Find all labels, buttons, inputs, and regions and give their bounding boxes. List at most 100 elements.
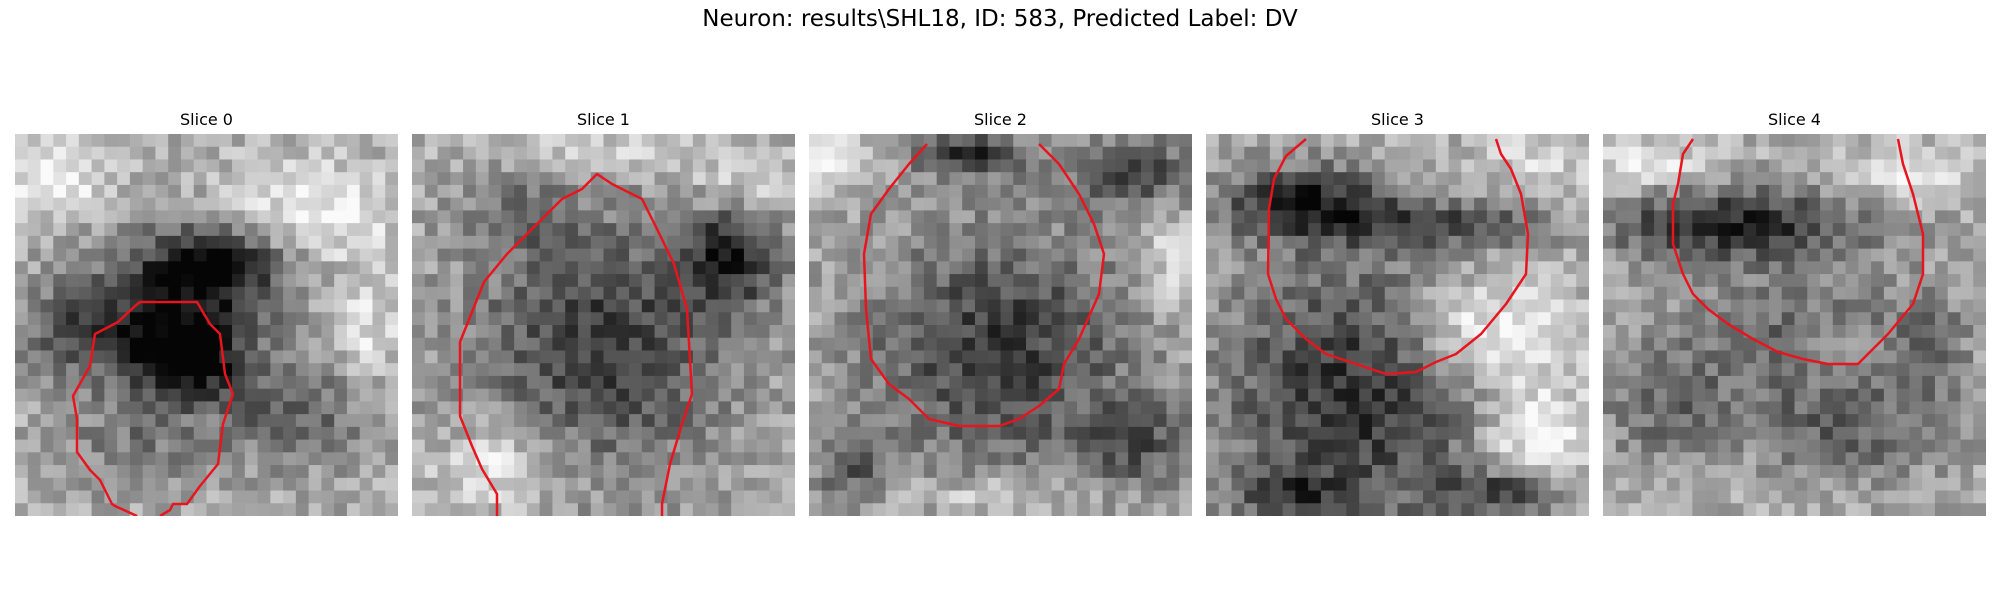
pixel-cell <box>257 426 271 441</box>
pixel-cell <box>1730 452 1745 466</box>
pixel-cell <box>1153 350 1168 364</box>
pixel-cell <box>437 299 451 313</box>
pixel-cell <box>911 274 925 288</box>
pixel-cell <box>1883 299 1898 313</box>
pixel-cell <box>437 134 451 148</box>
pixel-cell <box>219 363 233 377</box>
pixel-cell <box>334 414 348 428</box>
pixel-cell <box>629 286 643 301</box>
pixel-cell <box>577 197 592 211</box>
pixel-cell <box>1537 235 1552 250</box>
pixel-cell <box>603 439 617 453</box>
pixel-cell <box>283 490 297 504</box>
pixel-cell <box>1499 337 1513 352</box>
pixel-cell <box>590 184 605 199</box>
pixel-cell <box>15 210 29 224</box>
pixel-cell <box>1615 401 1630 415</box>
pixel-cell <box>1679 248 1693 262</box>
pixel-cell <box>1525 159 1539 173</box>
pixel-cell <box>1550 414 1565 428</box>
pixel-cell <box>629 465 643 479</box>
pixel-cell <box>834 210 848 224</box>
pixel-cell <box>756 172 771 186</box>
pixel-cell <box>552 274 566 288</box>
pixel-cell <box>1026 312 1040 326</box>
pixel-cell <box>193 210 208 224</box>
pixel-cell <box>809 337 823 352</box>
pixel-cell <box>488 172 502 186</box>
pixel-cell <box>66 299 80 313</box>
pixel-cell <box>232 223 246 237</box>
pixel-cell <box>603 286 617 301</box>
pixel-cell <box>1794 452 1808 466</box>
pixel-cell <box>117 426 131 441</box>
pixel-cell <box>949 363 963 377</box>
pixel-cell <box>577 337 592 352</box>
pixel-cell <box>180 439 195 453</box>
pixel-cell <box>1947 414 1962 428</box>
pixel-cell <box>1038 414 1053 428</box>
pixel-cell <box>629 401 643 415</box>
pixel-cell <box>1320 172 1335 186</box>
pixel-cell <box>1282 490 1296 504</box>
pixel-cell <box>1140 235 1155 250</box>
pixel-cell <box>321 477 335 492</box>
pixel-cell <box>552 261 566 275</box>
pixel-cell <box>1820 184 1834 199</box>
pixel-cell <box>1448 363 1462 377</box>
pixel-cell <box>1666 363 1681 377</box>
pixel-cell <box>1206 197 1220 211</box>
pixel-cell <box>1730 388 1745 402</box>
pixel-cell <box>117 350 131 364</box>
pixel-cell <box>885 452 899 466</box>
pixel-cell <box>501 172 515 186</box>
pixel-cell <box>1896 184 1910 199</box>
pixel-cell <box>1820 375 1834 390</box>
pixel-cell <box>1654 477 1668 492</box>
pixel-cell <box>142 134 157 148</box>
pixel-cell <box>1947 210 1962 224</box>
pixel-cell <box>1499 274 1513 288</box>
pixel-cell <box>1448 235 1462 250</box>
pixel-cell <box>847 261 861 275</box>
pixel-cell <box>872 337 887 352</box>
pixel-cell <box>1423 388 1437 402</box>
pixel-cell <box>1089 261 1104 275</box>
pixel-cell <box>1512 134 1526 148</box>
pixel-cell <box>1820 223 1834 237</box>
pixel-cell <box>539 223 554 237</box>
pixel-cell <box>1461 274 1475 288</box>
pixel-cell <box>1013 159 1027 173</box>
pixel-cell <box>1934 426 1949 441</box>
pixel-cell <box>1128 172 1142 186</box>
pixel-cell <box>1333 414 1348 428</box>
pixel-cell <box>1871 363 1885 377</box>
pixel-cell <box>1781 465 1796 479</box>
pixel-cell <box>629 210 643 224</box>
pixel-cell <box>53 286 67 301</box>
pixel-cell <box>1603 197 1617 211</box>
pixel-cell <box>1883 248 1898 262</box>
pixel-cell <box>1179 248 1192 262</box>
pixel-cell <box>1615 184 1630 199</box>
pixel-cell <box>104 426 118 441</box>
pixel-cell <box>1960 248 1974 262</box>
pixel-cell <box>321 388 335 402</box>
pixel-cell <box>667 223 681 237</box>
pixel-cell <box>872 350 887 364</box>
pixel-cell <box>756 350 771 364</box>
pixel-cell <box>1563 197 1577 211</box>
pixel-cell <box>1820 210 1834 224</box>
pixel-cell <box>1026 325 1040 339</box>
pixel-cell <box>270 223 284 237</box>
pixel-cell <box>1102 172 1116 186</box>
pixel-cell <box>346 312 361 326</box>
pixel-cell <box>283 184 297 199</box>
pixel-cell <box>911 299 925 313</box>
pixel-cell <box>1102 375 1116 390</box>
pixel-cell <box>1858 465 1872 479</box>
pixel-cell <box>1973 248 1986 262</box>
pixel-cell <box>987 401 1002 415</box>
pixel-cell <box>1320 426 1335 441</box>
pixel-cell <box>1013 325 1027 339</box>
